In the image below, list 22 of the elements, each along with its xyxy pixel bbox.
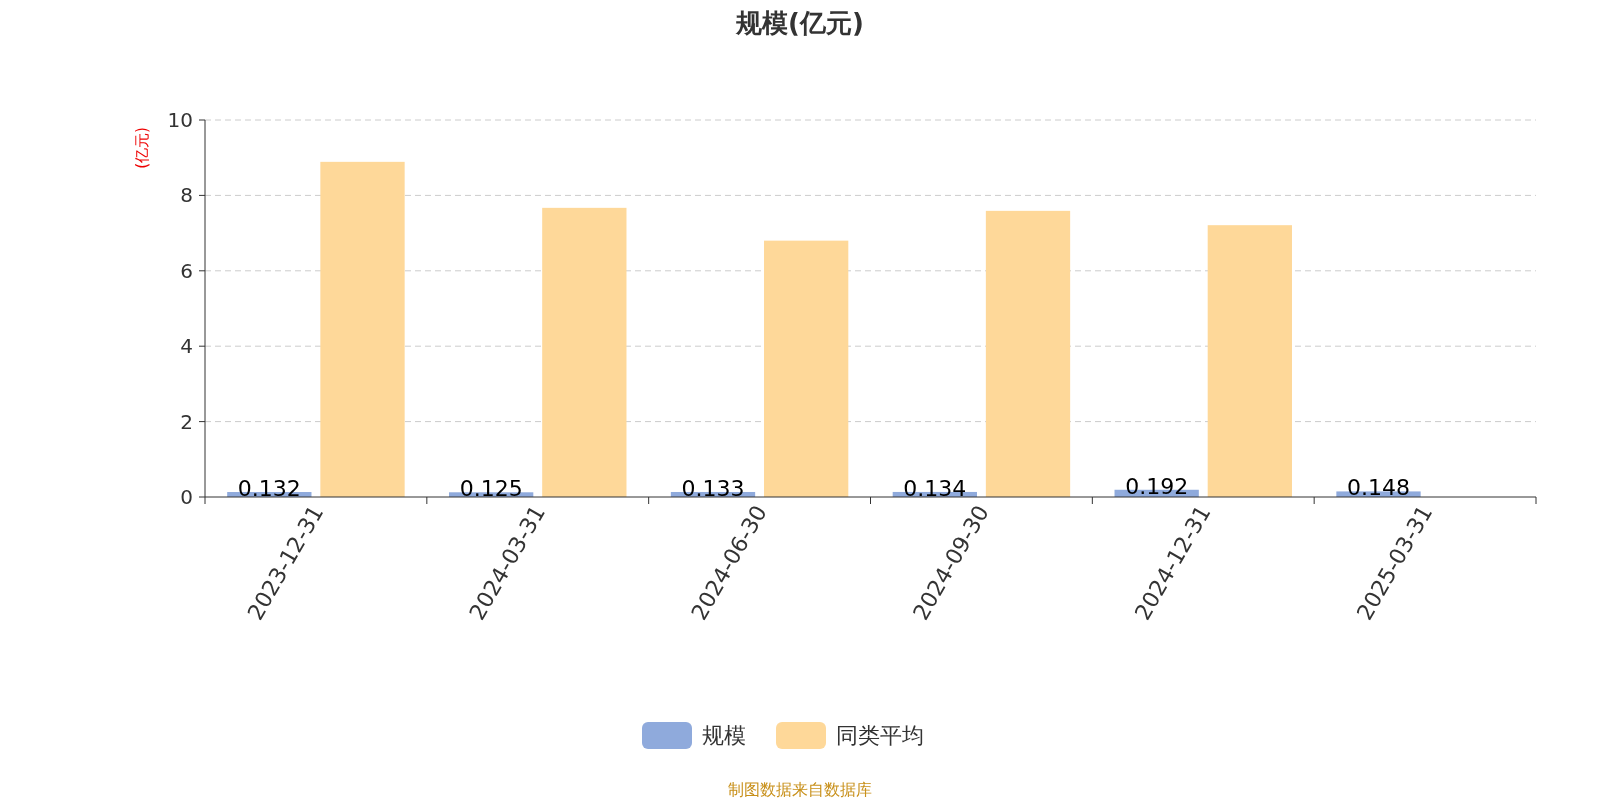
- data-label: 0.192: [1125, 473, 1189, 499]
- data-label: 0.134: [903, 475, 967, 501]
- y-tick-label: 0: [180, 485, 193, 509]
- data-label: 0.148: [1347, 475, 1410, 501]
- bar: [320, 161, 405, 497]
- legend-label: 同类平均: [836, 723, 924, 748]
- y-tick-label: 2: [180, 409, 193, 434]
- data-label: 0.133: [681, 475, 745, 501]
- bar: [764, 240, 849, 497]
- bar: [985, 210, 1071, 497]
- bar: [542, 207, 627, 497]
- y-tick-label: 6: [180, 258, 193, 283]
- data-label: 0.125: [459, 476, 523, 502]
- y-tick-label: 8: [180, 183, 193, 208]
- bar: [1207, 225, 1292, 497]
- text: 制图数据来自数据库: [728, 780, 872, 799]
- data-label: 0.132: [237, 476, 301, 502]
- y-axis-title: (亿元): [133, 127, 151, 169]
- y-tick-label: 10: [167, 108, 193, 132]
- chart-title: 规模(亿元): [735, 8, 864, 38]
- y-tick-label: 4: [180, 334, 193, 359]
- legend-label: 规模: [702, 723, 746, 748]
